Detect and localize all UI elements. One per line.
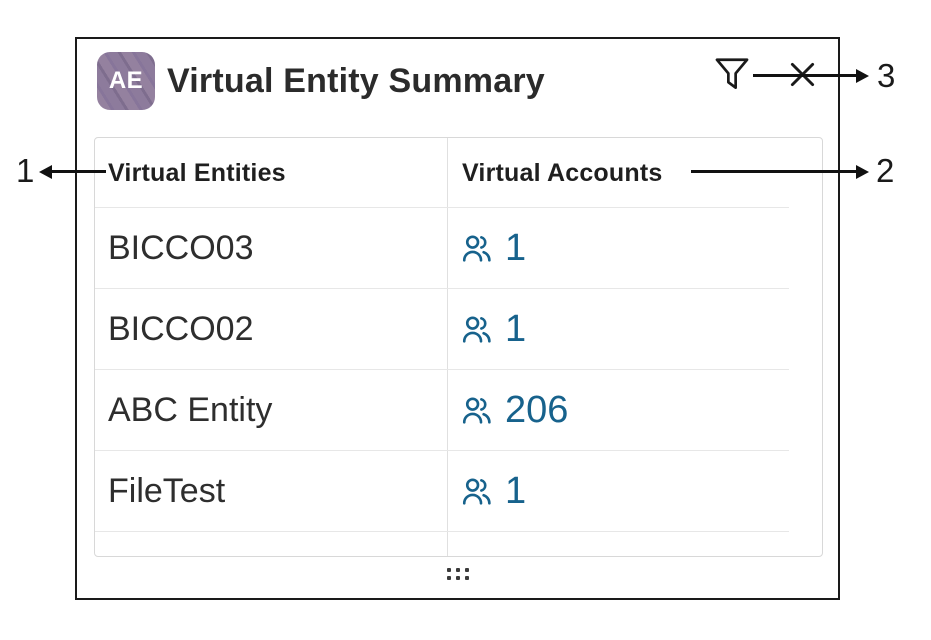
- accounts-count-link[interactable]: 1: [505, 470, 527, 512]
- callout-3-arrow: [753, 74, 856, 77]
- people-icon: [462, 477, 492, 507]
- callout-3-label: 3: [877, 57, 896, 94]
- entity-name: FileTest: [108, 472, 226, 510]
- accounts-count-link[interactable]: 1: [505, 227, 527, 269]
- entity-name: ABC Entity: [108, 391, 273, 429]
- people-icon: [462, 396, 492, 426]
- drag-handle-icon[interactable]: [447, 568, 469, 580]
- filter-icon[interactable]: [713, 54, 751, 94]
- column-header-virtual-accounts: Virtual Accounts: [462, 158, 663, 187]
- people-icon: [462, 234, 492, 264]
- ae-app-icon-label: AE: [108, 67, 144, 94]
- table-row[interactable]: ABC Entity 206: [95, 370, 822, 451]
- callout-2-arrow: [691, 170, 856, 173]
- callout-1-arrow: [52, 170, 106, 173]
- table-header-row: Virtual Entities Virtual Accounts: [95, 138, 822, 208]
- entity-name: BICCO03: [108, 229, 254, 267]
- callout-1-label: 1: [16, 152, 35, 189]
- table-row[interactable]: BICCO03 1: [95, 208, 822, 289]
- virtual-entity-summary-widget: AE Virtual Entity Summary Virtual Entiti…: [75, 37, 840, 600]
- accounts-count-link[interactable]: 1: [505, 308, 527, 350]
- callout-2-label: 2: [876, 152, 895, 189]
- summary-table: Virtual Entities Virtual Accounts BICCO0…: [94, 137, 823, 557]
- accounts-count-link[interactable]: 206: [505, 389, 569, 431]
- column-header-virtual-entities: Virtual Entities: [108, 158, 286, 187]
- ae-app-icon: AE: [97, 52, 155, 110]
- people-icon: [462, 315, 492, 345]
- widget-title: Virtual Entity Summary: [167, 61, 545, 100]
- entity-name: BICCO02: [108, 310, 254, 348]
- table-row[interactable]: BICCO02 1: [95, 289, 822, 370]
- column-divider: [447, 138, 448, 556]
- table-row[interactable]: FileTest 1: [95, 451, 822, 532]
